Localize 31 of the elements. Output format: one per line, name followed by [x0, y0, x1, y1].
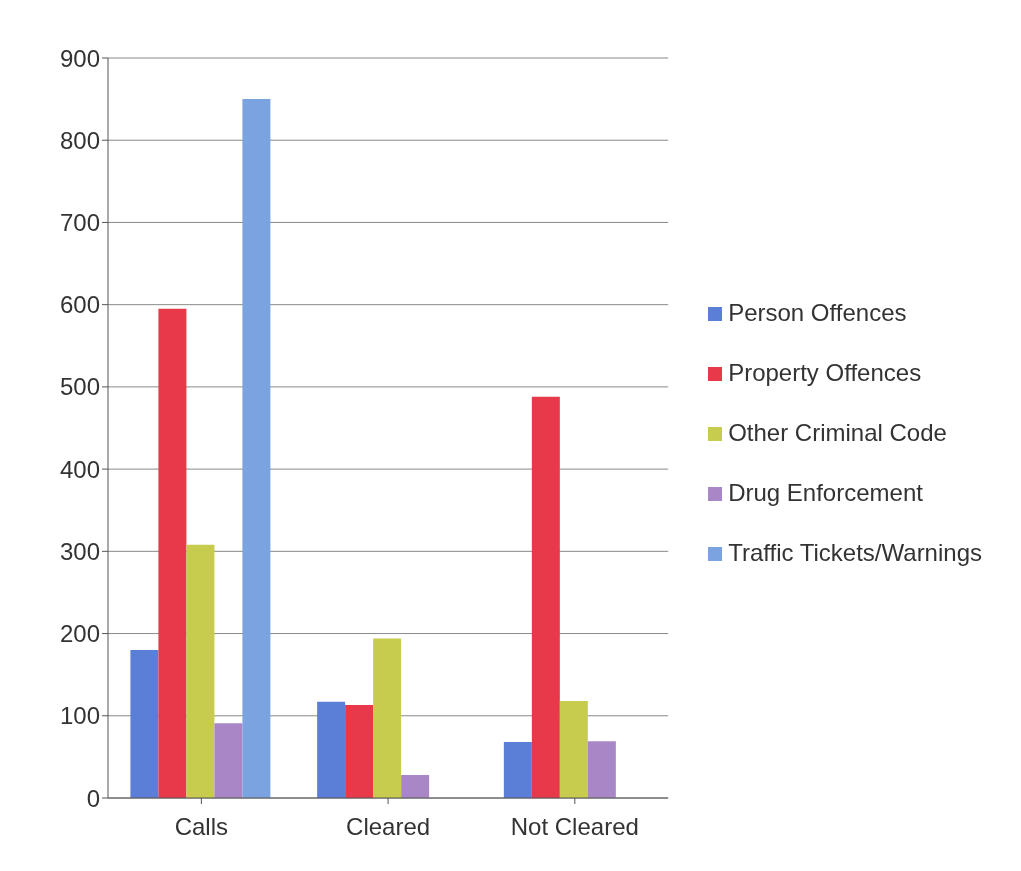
y-tick-label: 400 [59, 455, 100, 483]
legend-label: Other Criminal Code [728, 419, 947, 446]
bar [373, 638, 402, 798]
x-tick-label: Not Cleared [510, 813, 639, 841]
bar [587, 741, 616, 798]
bar [345, 705, 374, 798]
y-tick-label: 900 [59, 44, 100, 72]
y-tick-label: 0 [86, 784, 100, 812]
y-tick-label: 800 [59, 126, 100, 154]
y-tick-label: 300 [59, 537, 100, 565]
legend-label: Property Offences [728, 359, 922, 386]
y-tick-label: 500 [59, 373, 100, 401]
bar [401, 774, 430, 798]
x-tick-label: Cleared [346, 813, 431, 841]
y-tick-label: 100 [59, 702, 100, 730]
y-tick-label: 700 [59, 208, 100, 236]
bar [158, 308, 187, 798]
bar [130, 650, 159, 798]
bar [531, 396, 560, 798]
bar [242, 99, 271, 798]
bar [317, 701, 346, 798]
y-tick-label: 200 [59, 620, 100, 648]
x-tick-label: Calls [174, 813, 229, 841]
legend-label: Drug Enforcement [728, 479, 923, 506]
bar [503, 742, 532, 798]
legend-label: Traffic Tickets/Warnings [728, 539, 982, 566]
y-tick-label: 600 [59, 291, 100, 319]
bar [214, 723, 243, 798]
bar [186, 544, 215, 798]
bar [559, 700, 588, 798]
legend-label: Person Offences [728, 299, 907, 326]
